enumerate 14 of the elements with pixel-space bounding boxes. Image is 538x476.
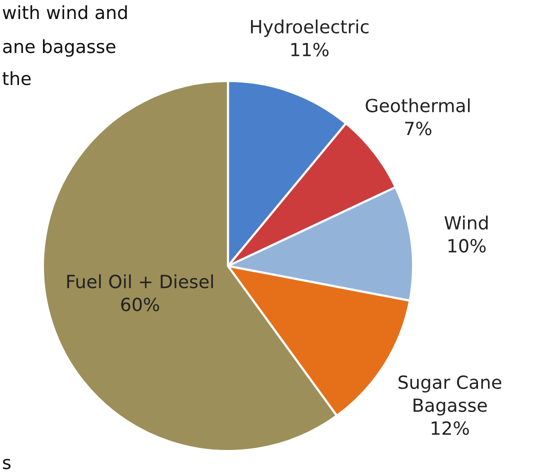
text: s bbox=[2, 458, 11, 470]
slice-label: Wind bbox=[444, 216, 488, 230]
slice-label: Geothermal bbox=[366, 98, 470, 112]
data-label: 7% bbox=[405, 122, 432, 136]
text: the bbox=[2, 71, 31, 86]
slice-label: Fuel Oil + Diesel bbox=[67, 274, 213, 288]
slice-label: Sugar Cane Bagasse bbox=[398, 375, 502, 416]
data-label: 10% bbox=[448, 238, 486, 253]
text: ane bagasse bbox=[3, 39, 116, 57]
slice-label: Hydroelectric bbox=[251, 20, 369, 37]
data-label: 60% bbox=[121, 298, 160, 312]
text: with wind and bbox=[2, 5, 127, 20]
data-label: 11% bbox=[291, 42, 329, 56]
data-label: 12% bbox=[432, 421, 469, 435]
